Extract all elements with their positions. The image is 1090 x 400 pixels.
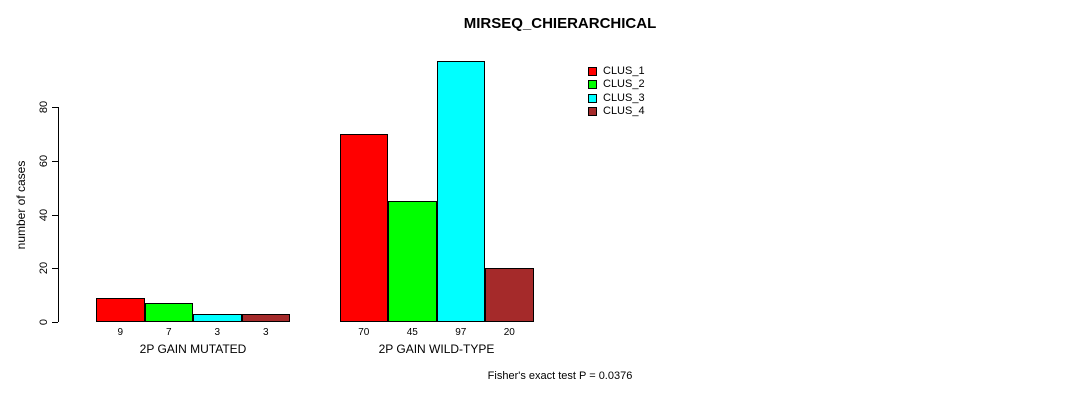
legend-label-clus_4: CLUS_4 — [603, 105, 645, 118]
bar-value-label: 9 — [117, 327, 124, 338]
y-tick-mark — [52, 214, 58, 216]
bar-value-label: 3 — [214, 327, 221, 338]
bar-value-label: 7 — [165, 327, 172, 338]
x-category-label: 2P GAIN MUTATED — [139, 342, 247, 356]
legend-swatch-clus_3 — [588, 93, 597, 103]
bar-value-label: 45 — [406, 327, 418, 338]
y-tick-label: 60 — [38, 154, 50, 167]
y-tick-mark — [52, 268, 58, 270]
y-tick-mark — [52, 322, 58, 323]
legend-label-clus_1: CLUS_1 — [603, 65, 645, 77]
y-tick-label: 80 — [38, 100, 50, 114]
bar-clus_1-group1 — [96, 297, 145, 322]
bar-clus_2-group2 — [388, 201, 437, 322]
y-tick-mark — [52, 107, 58, 108]
y-tick-label: 20 — [38, 262, 50, 275]
legend-swatch-clus_4 — [588, 107, 597, 117]
x-category-label: 2P GAIN WILD-TYPE — [378, 342, 495, 356]
legend-swatch-clus_2 — [588, 80, 597, 90]
bar-value-label: 20 — [503, 327, 515, 338]
footnote-text: Fisher's exact test P = 0.0376 — [487, 370, 633, 382]
legend-label-clus_2: CLUS_2 — [603, 78, 645, 91]
legend-label-clus_3: CLUS_3 — [603, 91, 645, 104]
bar-clus_1-group2 — [339, 133, 388, 322]
bar-value-label: 97 — [455, 327, 467, 338]
bar-clus_3-group1 — [193, 313, 242, 322]
y-tick-label: 40 — [38, 208, 50, 221]
chart-title: MIRSEQ_CHIERARCHICAL — [463, 15, 657, 32]
bar-value-label: 70 — [358, 327, 370, 338]
y-axis-title: number of cases — [14, 160, 28, 250]
legend-swatch-clus_1 — [588, 67, 597, 76]
bar-clus_4-group2 — [485, 268, 534, 322]
y-tick-mark — [52, 160, 58, 162]
y-axis-line — [58, 107, 59, 322]
bar-clus_2-group1 — [144, 303, 193, 322]
bar-clus_3-group2 — [436, 61, 485, 322]
bar-clus_4-group1 — [241, 313, 290, 322]
bar-value-label: 3 — [262, 327, 269, 338]
y-tick-label: 0 — [38, 318, 50, 326]
